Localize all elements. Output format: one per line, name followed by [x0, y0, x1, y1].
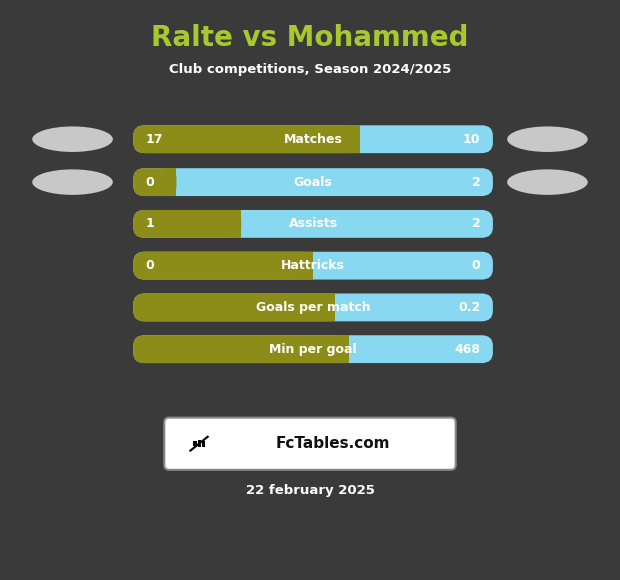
Text: Club competitions, Season 2024/2025: Club competitions, Season 2024/2025	[169, 63, 451, 76]
Text: Assists: Assists	[288, 218, 338, 230]
Bar	[347, 125, 360, 153]
Text: 0: 0	[146, 259, 154, 272]
Bar	[193, 441, 197, 446]
Text: 0: 0	[472, 259, 480, 272]
FancyBboxPatch shape	[133, 125, 360, 153]
Text: Matches: Matches	[284, 133, 342, 146]
Ellipse shape	[32, 126, 113, 152]
Text: 10: 10	[463, 133, 480, 146]
Text: 22 february 2025: 22 february 2025	[246, 484, 374, 496]
Text: Min per goal: Min per goal	[269, 343, 357, 356]
Text: FcTables.com: FcTables.com	[275, 436, 390, 451]
FancyBboxPatch shape	[133, 210, 493, 238]
Text: 2: 2	[472, 218, 480, 230]
Bar	[228, 210, 241, 238]
FancyBboxPatch shape	[133, 293, 493, 321]
FancyBboxPatch shape	[133, 252, 313, 280]
Text: 2: 2	[472, 176, 480, 189]
Text: Goals: Goals	[294, 176, 332, 189]
FancyBboxPatch shape	[133, 293, 335, 321]
Ellipse shape	[32, 169, 113, 195]
Bar	[202, 441, 205, 447]
Bar	[335, 335, 349, 363]
Bar	[164, 168, 177, 196]
Text: 0.2: 0.2	[458, 301, 480, 314]
Ellipse shape	[507, 126, 588, 152]
Text: 17: 17	[146, 133, 163, 146]
Text: 1: 1	[146, 218, 154, 230]
FancyBboxPatch shape	[133, 335, 493, 363]
FancyBboxPatch shape	[133, 335, 349, 363]
FancyBboxPatch shape	[133, 210, 241, 238]
FancyBboxPatch shape	[133, 252, 493, 280]
Text: Ralte vs Mohammed: Ralte vs Mohammed	[151, 24, 469, 52]
Text: 0: 0	[146, 176, 154, 189]
Bar	[198, 440, 201, 448]
FancyBboxPatch shape	[164, 418, 456, 470]
FancyBboxPatch shape	[133, 168, 177, 196]
Bar	[321, 293, 335, 321]
Bar	[299, 252, 313, 280]
FancyBboxPatch shape	[133, 168, 493, 196]
Text: Goals per match: Goals per match	[256, 301, 370, 314]
Text: 468: 468	[454, 343, 480, 356]
Text: Hattricks: Hattricks	[281, 259, 345, 272]
FancyBboxPatch shape	[133, 125, 493, 153]
Ellipse shape	[507, 169, 588, 195]
